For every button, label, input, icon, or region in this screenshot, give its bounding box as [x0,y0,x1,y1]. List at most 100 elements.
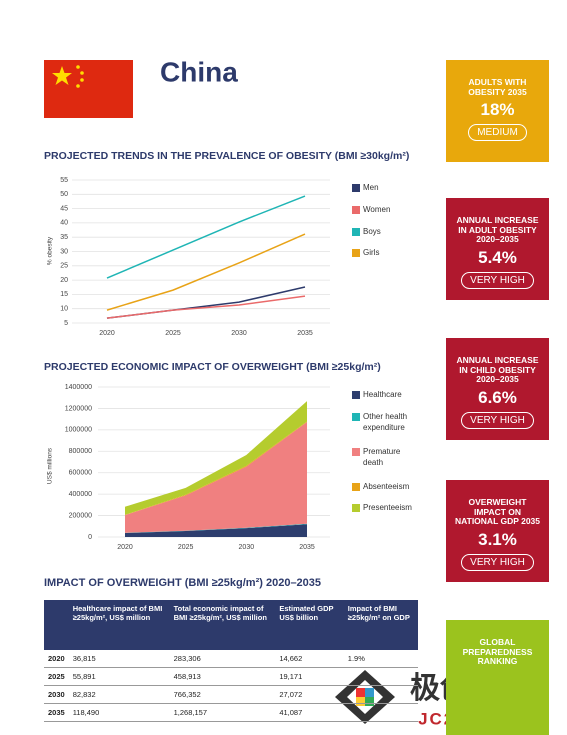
legend-swatch [352,504,360,512]
table-cell: 2030 [44,685,69,704]
card-label: ANNUAL INCREASE IN ADULT OBESITY 2020–20… [456,215,539,244]
legend-label: Presenteeism [363,503,412,512]
y-tick-label: 25 [60,263,68,270]
table-cell [343,703,418,722]
y-tick-label: 40 [60,220,68,227]
table-cell: 36,815 [68,650,170,668]
table-cell [343,685,418,704]
legend-swatch [352,206,360,214]
x-tick-label: 2025 [178,544,194,551]
y-tick-label: 600000 [69,470,92,477]
indicator-card: OVERWEIGHT IMPACT ON NATIONAL GDP 2035 3.… [446,480,549,582]
y-tick-label: 1400000 [65,384,92,391]
table-cell: 19,171 [275,667,344,686]
header-cell: Total economic impact of BMI ≥25kg/m², U… [169,600,276,650]
card-label: ADULTS WITH OBESITY 2035 [468,77,527,97]
legend-swatch [352,228,360,236]
table-cell: 27,072 [275,685,344,704]
table-cell: 41,087 [275,703,344,722]
line [106,286,306,319]
card-value: 6.6% [478,387,517,407]
table: Healthcare impact of BMI ≥25kg/m², US$ m… [44,600,418,722]
card-rating: VERY HIGH [461,411,534,429]
indicator-card: ADULTS WITH OBESITY 2035 18% MEDIUM [446,60,549,162]
area [125,524,307,537]
card-value: 3.1% [478,529,517,549]
flag-star [52,66,72,85]
x-tick-label: 2035 [297,330,313,337]
y-tick-label: 35 [60,234,68,241]
y-tick-label: 1000000 [65,427,92,434]
table-row: 2020 36,815 283,306 14,662 1.9% [44,650,418,668]
y-axis-label: % obesity [47,236,54,265]
area [125,421,307,533]
table-cell: 766,352 [169,685,276,704]
x-tick-label: 2020 [99,330,115,337]
x-tick-label: 2030 [239,544,255,551]
indicator-card: GLOBAL PREPAREDNESS RANKING [446,620,549,735]
flag [44,60,133,118]
x-tick-label: 2035 [299,544,315,551]
y-tick-label: 30 [60,248,68,255]
y-tick-label: 10 [60,306,68,313]
flag-star [80,71,84,75]
table-row: 2035 118,490 1,268,157 41,087 [44,703,418,722]
legend-label: Girls [363,248,379,257]
line [106,233,306,311]
country-title: China [160,56,238,87]
x-tick-label: 2025 [165,330,181,337]
card-label: OVERWEIGHT IMPACT ON NATIONAL GDP 2035 [454,497,541,526]
table-cell: 2020 [44,650,69,668]
legend-label: Other health expenditure [363,412,407,432]
table-cell: 82,832 [68,685,170,704]
x-tick-label: 2030 [231,330,247,337]
legend-swatch [352,391,360,399]
legend-label: Men [363,183,379,192]
table-cell: 458,913 [169,667,276,686]
legend-label: Absenteeism [363,482,410,491]
card-label: GLOBAL PREPAREDNESS RANKING [462,637,533,666]
y-tick-label: 200000 [69,512,92,519]
table-cell: 2035 [44,703,69,722]
table-cell: 1,268,157 [169,703,276,722]
table-cell: 118,490 [68,703,170,722]
legend-swatch [352,413,360,421]
line [106,295,306,319]
flag-star [76,84,80,88]
header-cell: Estimated GDP US$ billion [275,600,344,650]
legend-swatch [352,448,360,456]
table-cell: 55,891 [68,667,170,686]
area [125,401,307,515]
legend-swatch [352,249,360,257]
legend-label: Premature death [363,447,401,467]
y-tick-label: 20 [60,277,68,284]
legend-label: Healthcare [363,390,402,399]
indicator-card: ANNUAL INCREASE IN CHILD OBESITY 2020–20… [446,338,549,440]
y-tick-label: 1200000 [65,405,92,412]
header-cell [44,600,69,650]
y-tick-label: 400000 [69,491,92,498]
y-tick-label: 15 [60,291,68,298]
card-rating: VERY HIGH [461,271,534,289]
card-label: ANNUAL INCREASE IN CHILD OBESITY 2020–20… [456,355,539,384]
y-tick-label: 0 [88,534,92,541]
y-tick-label: 50 [60,191,68,198]
table-cell: 283,306 [169,650,276,668]
chart-title: PROJECTED TRENDS IN THE PREVALENCE OF OB… [44,150,409,162]
card-value: 18% [480,100,515,119]
table-cell [343,667,418,686]
card-rating: MEDIUM [468,124,527,141]
card-rating: VERY HIGH [461,553,534,571]
card-value: 5.4% [478,247,517,267]
line [106,195,306,279]
y-tick-label: 800000 [69,448,92,455]
header-cell: Impact of BMI ≥25kg/m² on GDP [343,600,418,650]
legend-swatch [352,483,360,491]
table-title: IMPACT OF OVERWEIGHT (BMI ≥25kg/m²) 2020… [44,577,321,589]
flag-star [80,78,84,82]
flag-star [76,65,80,69]
x-tick-label: 2020 [117,544,133,551]
table-cell: 1.9% [343,650,418,668]
header-cell: Healthcare impact of BMI ≥25kg/m², US$ m… [68,600,170,650]
y-tick-label: 55 [60,177,68,184]
